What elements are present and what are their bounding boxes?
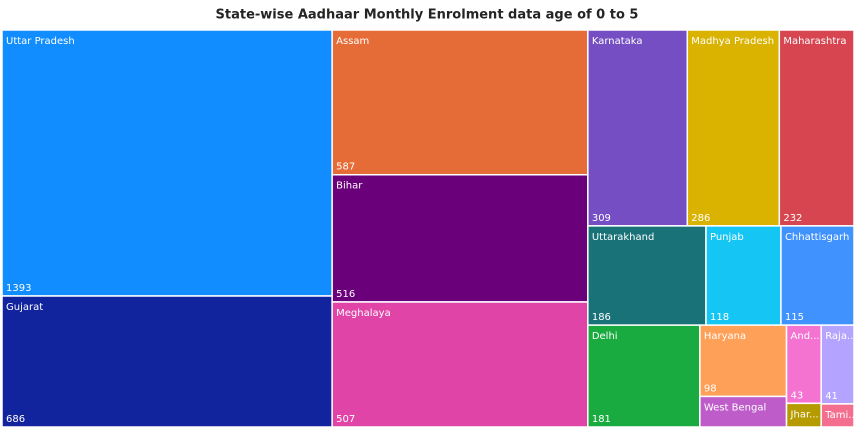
tile (1, 29, 333, 297)
value-label: 507 (336, 414, 355, 425)
tile-label: Jhar... (790, 409, 819, 420)
value-label: 41 (825, 391, 838, 402)
value-label: 286 (691, 213, 710, 224)
tile (331, 173, 589, 303)
chart-title: State-wise Aadhaar Monthly Enrolment dat… (216, 8, 639, 23)
tile (331, 29, 589, 176)
tile (705, 225, 782, 326)
tile-label: Uttarakhand (592, 232, 654, 243)
tile-label: Uttar Pradesh (6, 36, 75, 47)
value-label: 118 (710, 312, 729, 323)
tile-label: Assam (336, 36, 369, 47)
tile-label: Haryana (704, 331, 746, 342)
tile (331, 301, 589, 428)
value-label: 587 (336, 162, 355, 173)
tile (686, 29, 781, 227)
value-label: 186 (592, 312, 611, 323)
tile (820, 403, 854, 428)
tile-label: Madhya Pradesh (691, 36, 774, 47)
tile-label: Punjab (710, 232, 744, 243)
tile-label: And... (791, 331, 820, 342)
tile (1, 295, 333, 428)
value-label: 43 (791, 390, 804, 401)
tile-label: Bihar (336, 181, 363, 192)
tile-label: Meghalaya (336, 308, 391, 319)
tile-label: Gujarat (6, 302, 43, 313)
value-label: 115 (785, 312, 804, 323)
tile-label: Tami... (824, 410, 854, 421)
value-label: 1393 (6, 283, 31, 294)
tile-label: Raja... (825, 331, 854, 342)
tile-label: Karnataka (592, 36, 643, 47)
tile-label: Delhi (592, 331, 618, 342)
tile (587, 29, 689, 227)
value-label: 232 (783, 213, 802, 224)
tile (780, 225, 854, 326)
value-label: 98 (704, 383, 717, 394)
tile-label: Chhattisgarh (785, 232, 849, 243)
tile-label: West Bengal (704, 402, 766, 413)
tile (587, 324, 701, 428)
value-label: 181 (592, 414, 611, 425)
tile (587, 225, 707, 326)
value-label: 686 (6, 414, 25, 425)
tile-label: Maharashtra (783, 36, 846, 47)
value-label: 309 (592, 213, 611, 224)
value-label: 516 (336, 289, 355, 300)
tile (699, 395, 788, 428)
tile (778, 29, 854, 227)
